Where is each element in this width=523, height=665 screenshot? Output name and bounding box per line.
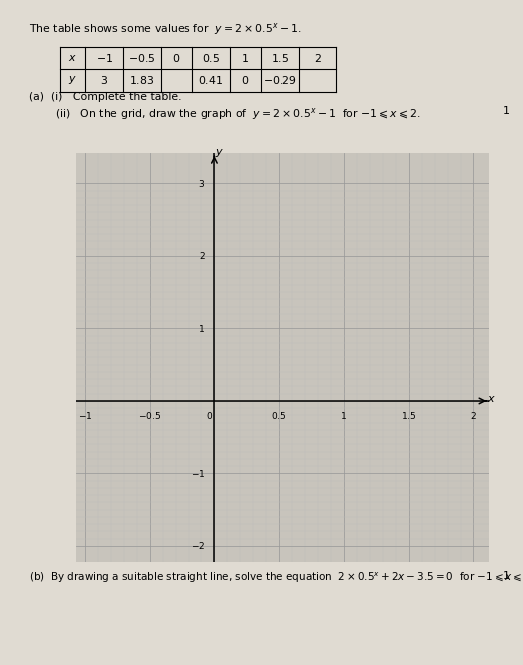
- Text: (ii)   On the grid, draw the graph of  $y = 2 \times 0.5^x - 1$  for $-1 \leqsla: (ii) On the grid, draw the graph of $y =…: [55, 106, 421, 122]
- Text: $1$: $1$: [198, 323, 206, 334]
- Text: $-1$: $-1$: [96, 52, 112, 64]
- Text: $y$: $y$: [215, 147, 224, 159]
- Text: $-0.5$: $-0.5$: [138, 410, 161, 421]
- Text: (b)  By drawing a suitable straight line, solve the equation  $2 \times 0.5^x + : (b) By drawing a suitable straight line,…: [29, 571, 523, 585]
- Text: $x$: $x$: [487, 394, 496, 404]
- Text: $x$: $x$: [69, 53, 77, 63]
- Text: $0.5$: $0.5$: [202, 52, 220, 64]
- Text: $2$: $2$: [314, 52, 321, 64]
- Text: The table shows some values for  $y = 2 \times 0.5^x - 1$.: The table shows some values for $y = 2 \…: [29, 21, 301, 37]
- Text: 1: 1: [503, 106, 510, 116]
- Text: $0$: $0$: [241, 74, 249, 86]
- Text: $y$: $y$: [69, 74, 77, 86]
- Text: $0.5$: $0.5$: [271, 410, 287, 421]
- Text: 1: 1: [503, 571, 510, 581]
- Text: $0$: $0$: [172, 52, 180, 64]
- Text: $-1$: $-1$: [191, 468, 206, 479]
- Text: $-1$: $-1$: [77, 410, 92, 421]
- Text: $2$: $2$: [199, 251, 206, 261]
- Text: $-2$: $-2$: [191, 541, 206, 551]
- Text: $1$: $1$: [241, 52, 249, 64]
- Text: $2$: $2$: [470, 410, 477, 421]
- Text: $3$: $3$: [198, 178, 206, 189]
- Text: $3$: $3$: [100, 74, 108, 86]
- Text: $1.5$: $1.5$: [401, 410, 416, 421]
- Text: $0$: $0$: [206, 410, 213, 421]
- Text: (a)  (i)   Complete the table.: (a) (i) Complete the table.: [29, 92, 181, 102]
- Text: $1.5$: $1.5$: [271, 52, 289, 64]
- Text: $1$: $1$: [340, 410, 347, 421]
- Text: $0.41$: $0.41$: [198, 74, 223, 86]
- Text: $-0.5$: $-0.5$: [128, 52, 155, 64]
- Text: $1.83$: $1.83$: [129, 74, 154, 86]
- Text: $-0.29$: $-0.29$: [263, 74, 297, 86]
